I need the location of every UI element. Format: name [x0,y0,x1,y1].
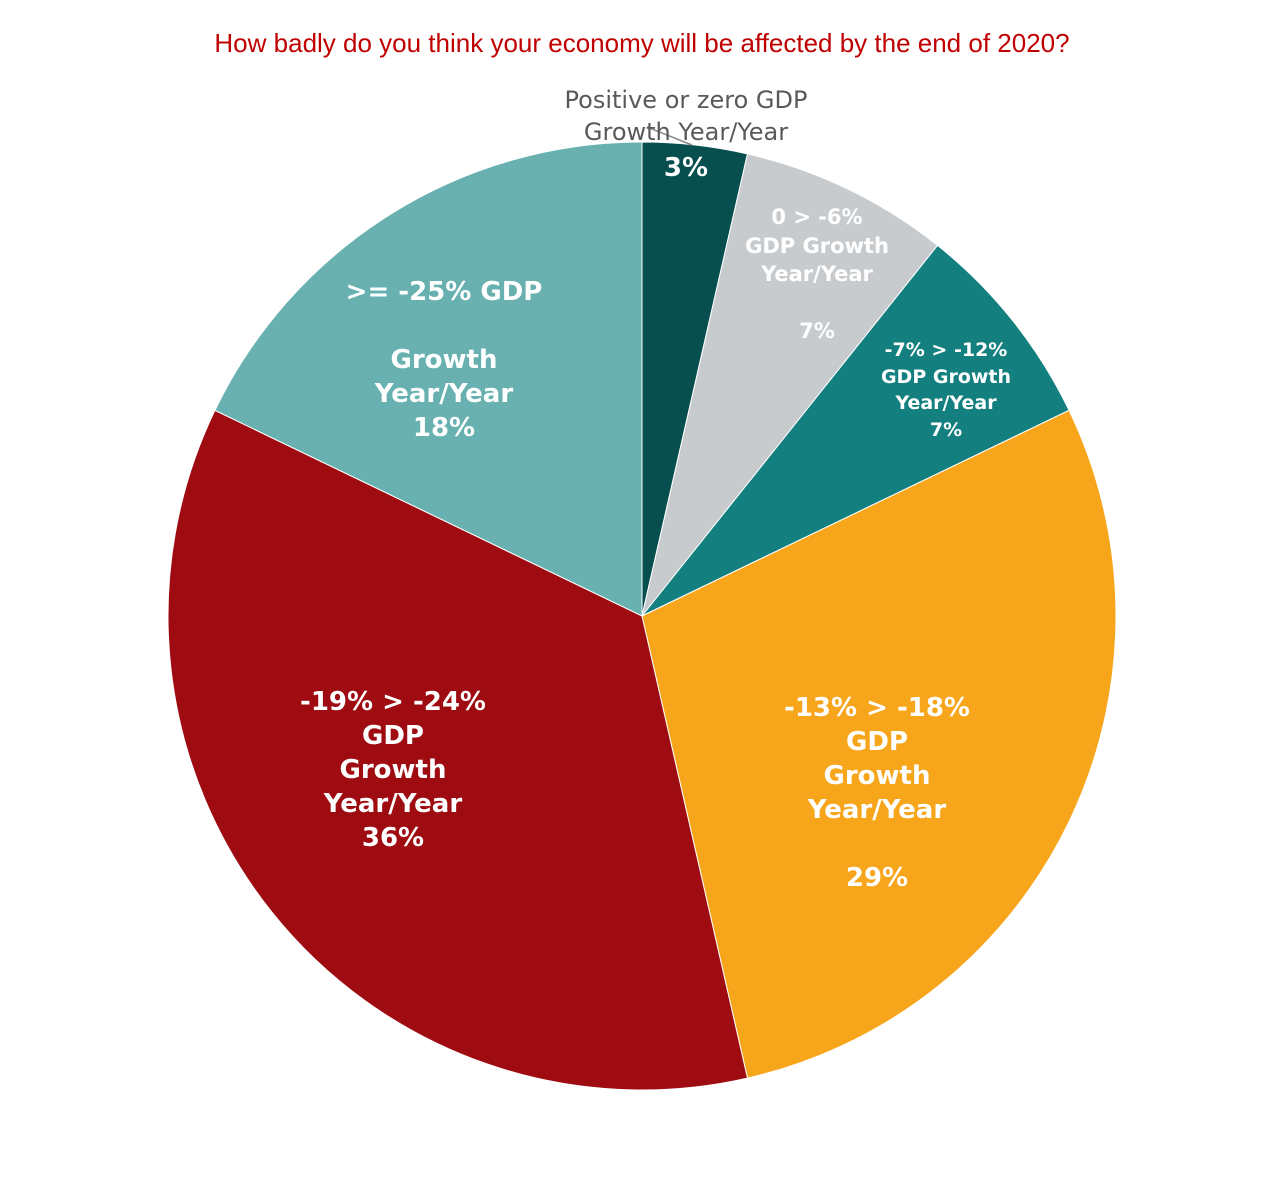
pie-slice-3 [641,409,1117,1079]
outer-label-positive: Positive or zero GDP Growth Year/Year [564,86,808,146]
pie-slice-5 [214,141,643,617]
pie-slice-4 [167,409,749,1091]
pie-slice-2 [641,244,1070,617]
slice-label-19-to-24: -19% > -24% GDP Growth Year/Year 36% [300,687,486,853]
slice-label-7-to-12: -7% > -12% GDP Growth Year/Year 7% [880,339,1012,441]
slice-label-25-plus: >= -25% GDP Growth Year/Year 18% [345,277,543,443]
slice-label-0-to-6: 0 > -6% GDP Growth Year/Year 7% [745,205,889,343]
leader-line [646,126,693,146]
pie-slice-1 [641,153,939,617]
slice-label-positive: 3% [663,153,709,183]
slice-label-13-to-18: -13% > -18% GDP Growth Year/Year 29% [784,693,970,893]
chart-title: How badly do you think your economy will… [214,28,1070,58]
